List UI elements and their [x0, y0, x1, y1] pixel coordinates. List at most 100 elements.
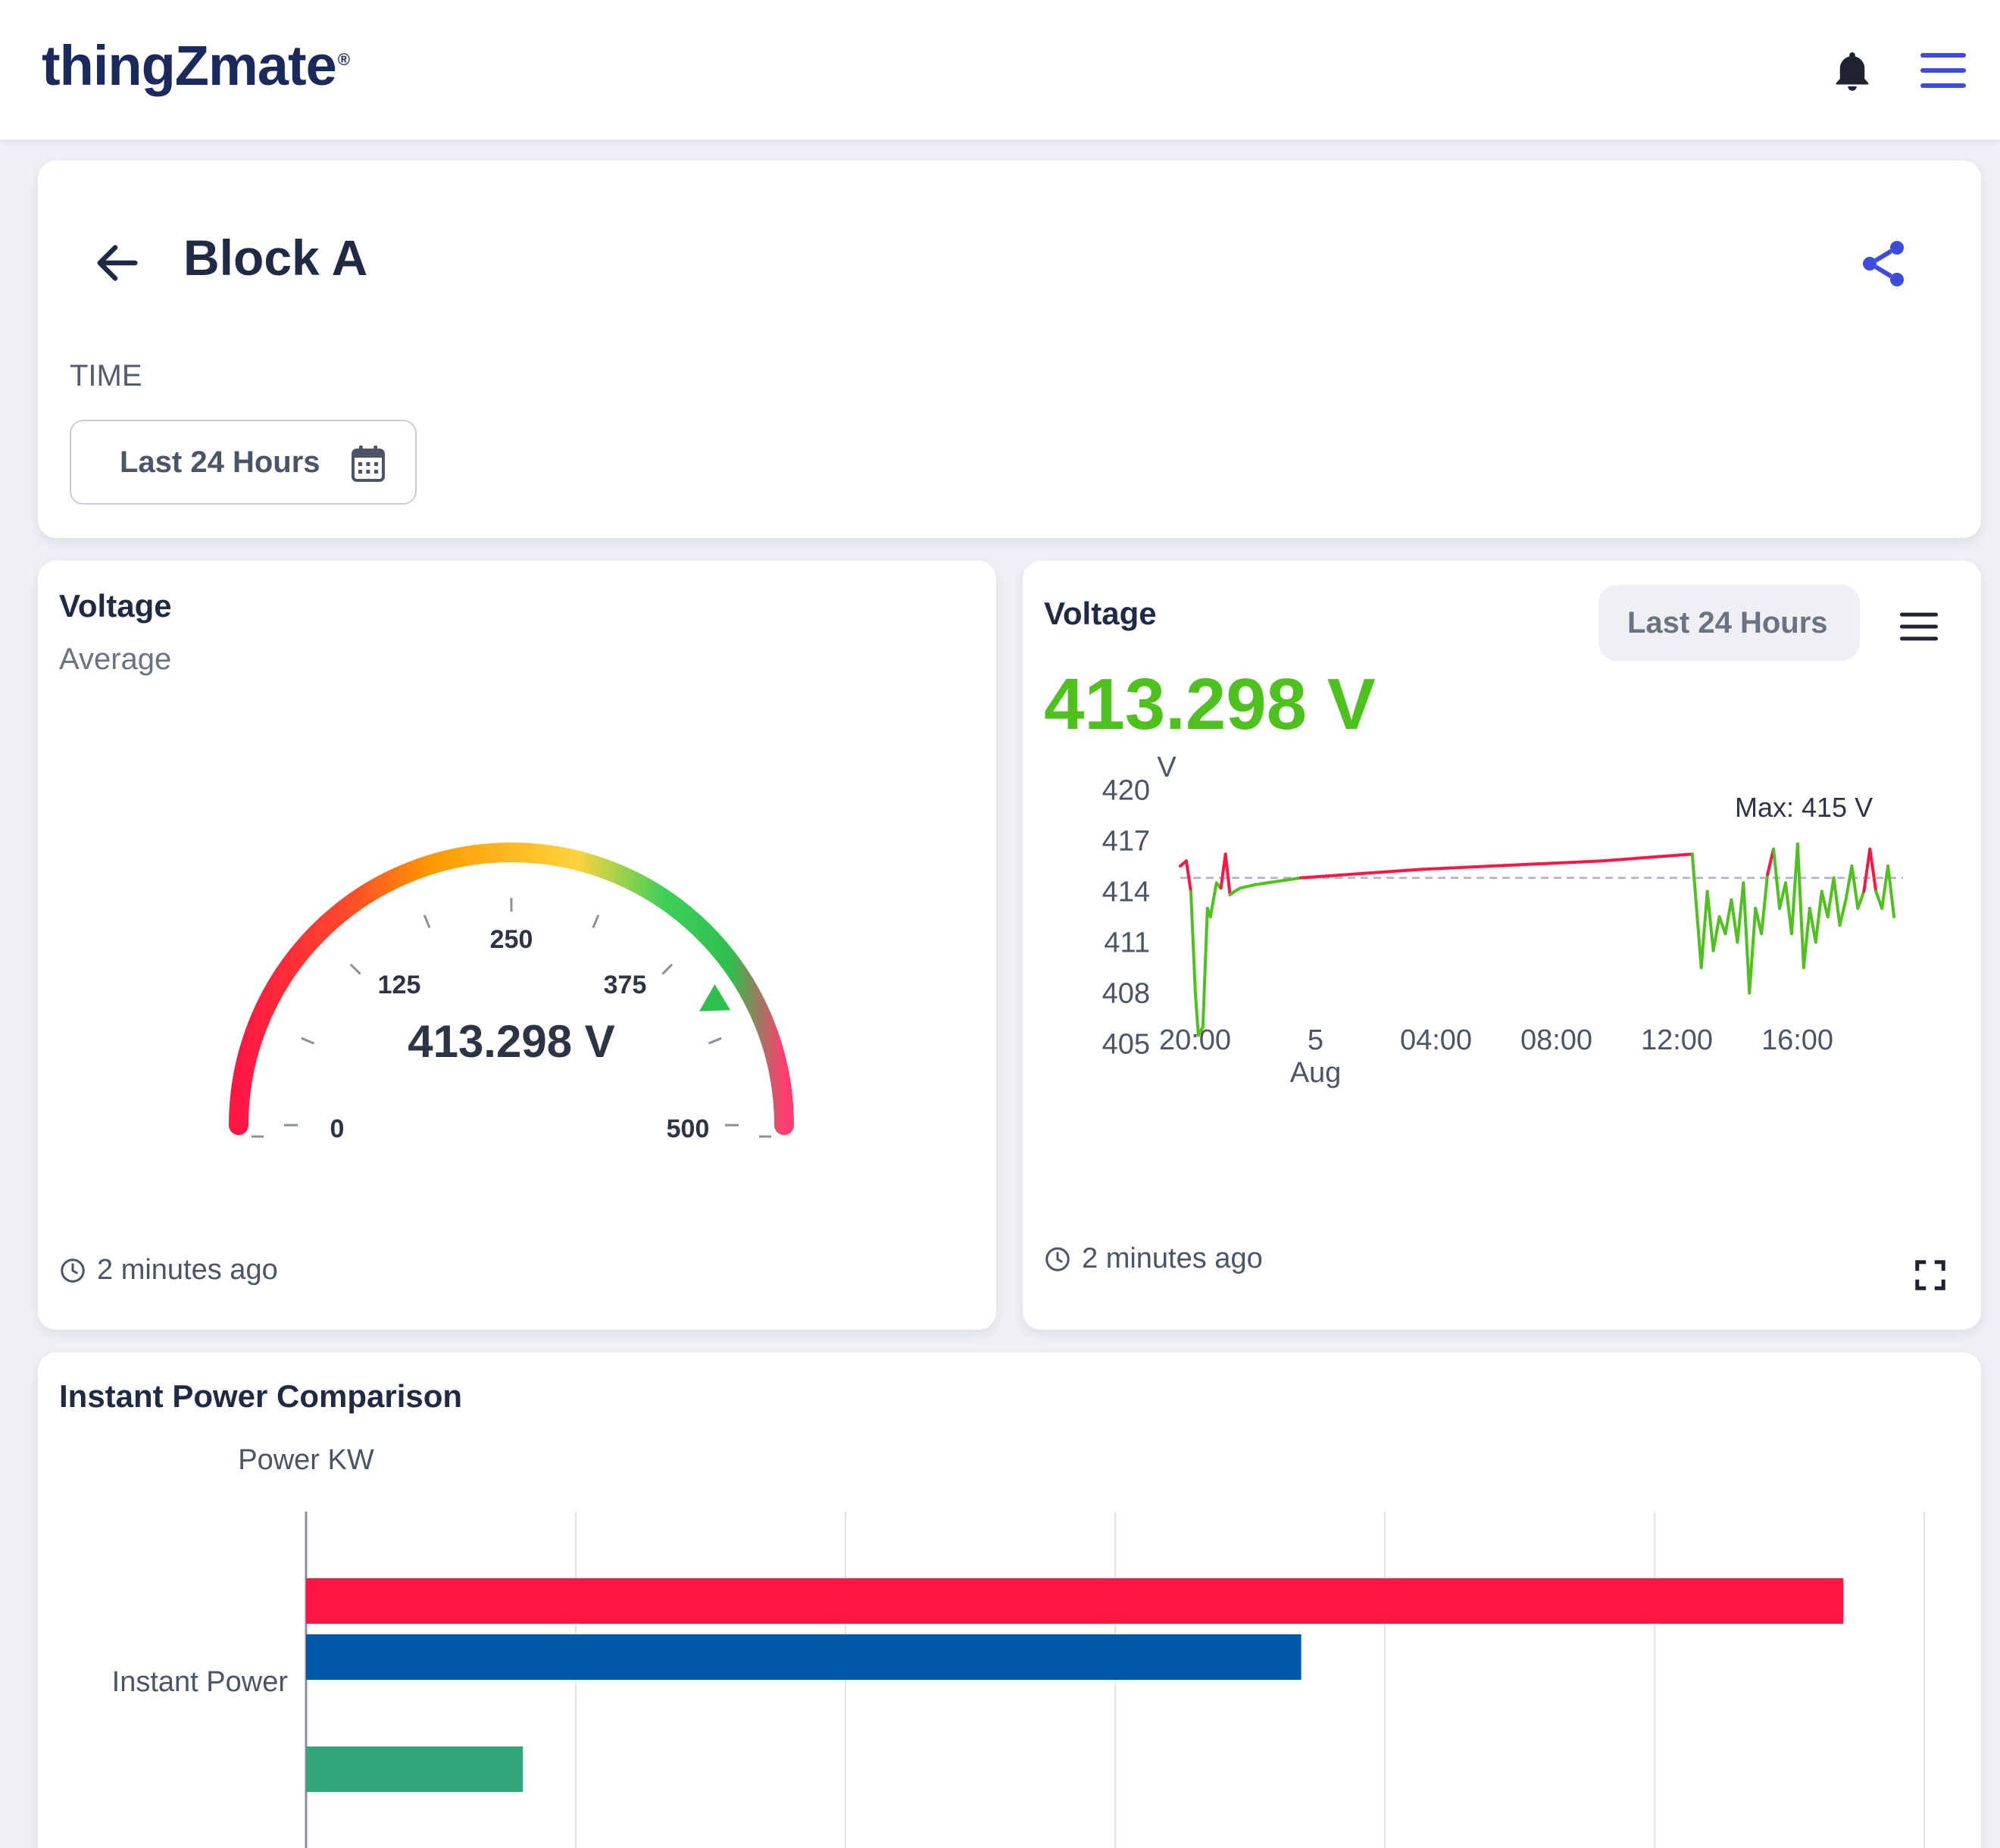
line-segment [1826, 876, 1836, 918]
line-y-tick-label: 414 [1102, 876, 1150, 908]
gauge-tick [349, 963, 361, 975]
line-segment [1193, 991, 1200, 1037]
header-card: Block A TIME Last 24 Hours [38, 161, 1981, 538]
line-x-tick-sublabel: Aug [1290, 1057, 1342, 1089]
gauge-tick [592, 915, 600, 929]
gauge-tick [661, 963, 673, 975]
voltage-gauge: 0 125 250 375 500 413.298 V [229, 843, 794, 1143]
line-y-tick-label: 417 [1102, 825, 1150, 857]
line-segment [1254, 876, 1302, 886]
logo-mark: ® [337, 50, 350, 70]
line-x-tick-label: 5 [1308, 1024, 1323, 1056]
line-segment [1189, 890, 1197, 995]
time-range-select[interactable]: Last 24 Hours [70, 420, 417, 505]
line-y-tick-label: 420 [1102, 774, 1150, 806]
line-range-pill[interactable]: Last 24 Hours [1598, 585, 1860, 661]
line-segment [1299, 868, 1423, 880]
page-title: Block A [183, 230, 368, 286]
clock-icon [61, 1258, 85, 1283]
line-x-tick-label: 12:00 [1641, 1024, 1713, 1056]
line-segment [1742, 881, 1752, 995]
gauge-tick [423, 915, 431, 929]
line-segment [1850, 864, 1860, 910]
top-bar: thingZmate® [0, 0, 2000, 139]
gauge-tick-label-0: 0 [330, 1115, 345, 1143]
gauge-pointer [699, 983, 731, 1012]
chart-menu-icon[interactable] [1900, 612, 1938, 641]
gauge-tick-label-375: 375 [604, 971, 647, 999]
gauge-tick [708, 1037, 722, 1045]
gauge-tick-label-125: 125 [378, 971, 421, 999]
voltage-line-card: Voltage Last 24 Hours 413.298 V V 420 417… [1023, 561, 1981, 1330]
line-segment [1772, 847, 1782, 910]
line-segment [1856, 890, 1866, 910]
back-arrow-icon[interactable] [91, 236, 144, 289]
line-segment [1886, 864, 1896, 918]
line-segment [1690, 852, 1703, 970]
voltage-gauge-card: Voltage Average 0 125 250 375 500 413.29… [38, 561, 996, 1330]
logo[interactable]: thingZmate® [42, 33, 350, 98]
line-segment [1760, 873, 1770, 936]
bar-y-axis-label: Power KW [238, 1444, 374, 1476]
line-y-tick-label: 411 [1104, 927, 1150, 959]
bar-rect [306, 1578, 1844, 1624]
time-range-value: Last 24 Hours [120, 446, 320, 479]
gauge-tick-label-250: 250 [490, 925, 533, 954]
line-x-tick-label: 08:00 [1520, 1024, 1592, 1056]
line-segment [1736, 881, 1745, 944]
line-segment [1208, 881, 1218, 918]
clock-icon [1045, 1246, 1070, 1271]
line-y-tick-label: 408 [1102, 978, 1150, 1010]
gauge-tick [301, 1037, 315, 1045]
logo-text: thingZmate [42, 34, 337, 97]
line-segment [1802, 906, 1811, 970]
line-segment [1420, 859, 1604, 871]
fullscreen-icon[interactable] [1913, 1258, 1948, 1293]
line-segment [1748, 906, 1758, 995]
line-segment [1705, 890, 1715, 952]
line-segment [1223, 852, 1232, 896]
line-y-tick-label: 405 [1102, 1029, 1150, 1061]
line-segment [1862, 847, 1872, 893]
bar-rects [306, 1578, 1844, 1792]
gauge-card-title: Voltage [59, 588, 172, 624]
instant-power-bar-chart: Instant Power Comparison Power KW Instan… [59, 1378, 1925, 1848]
line-segment [1880, 864, 1890, 910]
line-segment [1844, 864, 1854, 902]
bell-icon[interactable] [1830, 47, 1875, 95]
bar-category-label: Instant Power [112, 1666, 289, 1698]
line-segment [1832, 876, 1842, 927]
line-segment [1711, 915, 1721, 952]
line-range-text: Last 24 Hours [1627, 606, 1828, 639]
line-current-value: 413.298 V [1044, 664, 1376, 745]
line-segment [1239, 883, 1258, 890]
hamburger-menu-icon[interactable] [1920, 53, 1966, 88]
line-x-tick-label: 20:00 [1159, 1024, 1231, 1056]
line-segment [1184, 859, 1192, 893]
line-x-tick-label: 16:00 [1761, 1024, 1833, 1056]
line-segment [1600, 852, 1694, 863]
gauge-updated: 2 minutes ago [59, 1254, 278, 1287]
line-segment [1723, 898, 1733, 936]
bar-rect [306, 1746, 523, 1792]
line-x-tick-label: 04:00 [1400, 1024, 1472, 1056]
line-card-title: Voltage [1044, 596, 1157, 631]
line-segment [1795, 842, 1805, 970]
line-y-axis-label: V [1157, 752, 1177, 783]
line-max-annotation: Max: 415 V [1735, 792, 1873, 823]
gauge-arc [229, 843, 794, 1135]
line-segment [1730, 898, 1739, 944]
gauge-ticks [252, 898, 771, 1138]
line-segment [1820, 890, 1830, 918]
line-series [1179, 842, 1896, 1037]
line-updated: 2 minutes ago [1044, 1243, 1263, 1275]
instant-power-card: Instant Power Comparison Power KW Instan… [38, 1352, 1981, 1848]
calendar-icon [352, 446, 385, 482]
share-icon[interactable] [1856, 236, 1911, 291]
bar-card-title: Instant Power Comparison [59, 1378, 462, 1414]
time-label: TIME [70, 359, 142, 392]
bar-grid [575, 1512, 1925, 1848]
bar-rect [306, 1634, 1302, 1680]
